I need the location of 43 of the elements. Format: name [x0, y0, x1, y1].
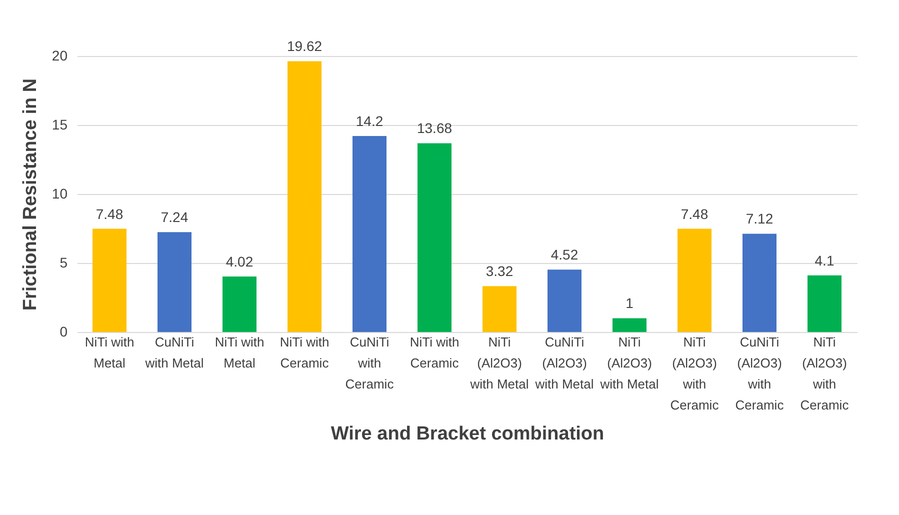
y-axis-title: Frictional Resistance in N: [20, 78, 41, 311]
bar: [158, 232, 192, 332]
x-tick-label: NiTi (Al2O3) with Metal: [599, 334, 659, 392]
bar: [808, 275, 842, 332]
x-tick-label: CuNiTi (Al2O3) with Ceramic: [735, 334, 784, 412]
y-tick-label: 15: [52, 116, 68, 132]
x-tick-label: NiTi with Ceramic: [410, 334, 460, 370]
data-label: 13.68: [416, 120, 452, 136]
x-tick-label: NiTi with Metal: [84, 334, 134, 370]
data-label: 7.24: [160, 209, 188, 226]
data-label: 14.2: [356, 113, 384, 130]
bar: [742, 234, 776, 332]
bar: [678, 228, 712, 332]
y-tick-label: 20: [52, 48, 68, 64]
bar: [222, 276, 256, 332]
bar: [418, 143, 452, 332]
data-label: 19.62: [286, 38, 322, 54]
y-tick-label: 10: [52, 186, 68, 202]
bar: [288, 61, 322, 332]
x-tick-label: NiTi (Al2O3) with Ceramic: [800, 334, 850, 412]
x-axis-title: Wire and Bracket combination: [330, 424, 604, 444]
y-tick-label: 0: [60, 324, 68, 340]
bar: [352, 136, 386, 332]
data-label: 4.52: [550, 246, 578, 263]
x-tick-label: CuNiTi (Al2O3) with Metal: [534, 334, 594, 392]
x-tick-label: CuNiTi with Ceramic: [345, 334, 394, 392]
data-label: 4.1: [814, 252, 834, 268]
x-tick-label: NiTi (Al2O3) with Ceramic: [670, 334, 720, 412]
x-tick-label: NiTi with Metal: [214, 334, 264, 370]
bar: [612, 318, 646, 332]
x-tick-label: NiTi (Al2O3) with Metal: [469, 334, 529, 392]
y-tick-label: 5: [60, 254, 68, 270]
data-label: 7.12: [746, 210, 774, 227]
data-label: 4.02: [226, 254, 254, 270]
bar: [548, 270, 582, 332]
data-label: 7.48: [96, 206, 124, 222]
data-label: 7.48: [680, 206, 708, 222]
bar: [482, 286, 516, 332]
data-label: 3.32: [486, 263, 514, 280]
data-label: 1: [626, 295, 634, 312]
x-tick-label: NiTi with Ceramic: [280, 334, 330, 370]
bar: [92, 228, 126, 332]
x-tick-label: CuNiTi with Metal: [144, 334, 204, 370]
